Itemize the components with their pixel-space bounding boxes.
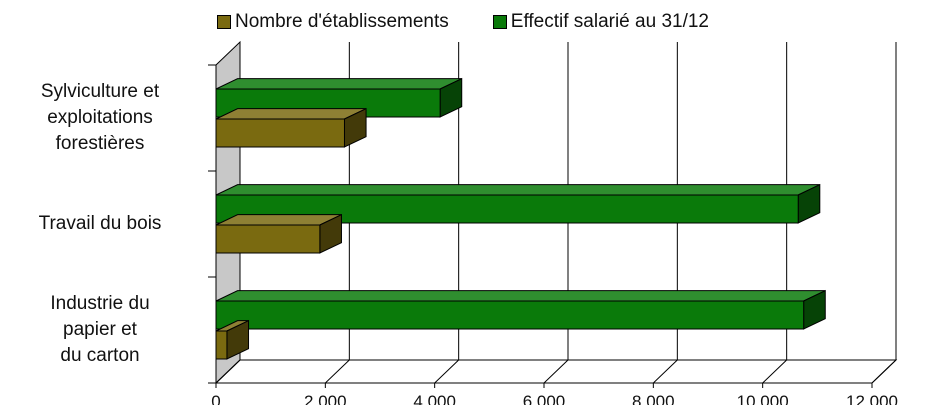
floor-gridline	[543, 359, 569, 384]
category-label-line: Industrie du	[50, 293, 150, 314]
x-tick-label: 4 000	[413, 392, 456, 405]
bar-etablissements	[215, 118, 345, 148]
bar-etablissements	[215, 224, 321, 254]
bar-etablissements	[215, 330, 228, 360]
category-label-line: Travail du bois	[38, 213, 162, 234]
x-tick-label: 0	[211, 392, 220, 405]
x-tick-label: 12 000	[846, 392, 898, 405]
floor-gridline	[434, 359, 460, 384]
category-label: Travail du bois	[0, 211, 200, 237]
bar-top-etablissements	[215, 108, 367, 120]
legend: Nombre d'établissements Effectif salarié…	[0, 8, 926, 36]
floor-gridline	[652, 359, 678, 384]
category-label-line: du carton	[60, 345, 140, 366]
x-tick-label: 8 000	[632, 392, 675, 405]
legend-item-effectif: Effectif salarié au 31/12	[492, 11, 709, 33]
floor-gridline	[324, 359, 350, 384]
category-label-line: Sylviculture et	[40, 81, 160, 102]
legend-swatch-etablissements	[216, 15, 231, 29]
bar-top-effectif	[215, 184, 821, 196]
bar-top-effectif	[215, 78, 462, 90]
floor-gridline	[762, 359, 788, 384]
category-label-line: papier et	[63, 319, 137, 340]
category-label-line: forestières	[55, 133, 145, 154]
legend-label-etablissements: Nombre d'établissements	[234, 11, 449, 32]
legend-item-etablissements: Nombre d'établissements	[216, 11, 449, 33]
floor-gridline	[215, 359, 241, 384]
x-tick-label: 10 000	[737, 392, 789, 405]
category-label: Industrie du papier et du carton	[0, 291, 200, 369]
legend-swatch-effectif	[492, 15, 507, 29]
x-tick-label: 2 000	[304, 392, 347, 405]
bar-effectif	[215, 300, 805, 330]
x-tick-label: 6 000	[523, 392, 566, 405]
floor-gridline	[871, 359, 897, 384]
category-label: Sylviculture et exploitations forestières	[0, 79, 200, 157]
legend-label-effectif: Effectif salarié au 31/12	[510, 11, 709, 32]
bar-top-effectif	[215, 290, 826, 302]
category-label-line: exploitations	[47, 107, 153, 128]
